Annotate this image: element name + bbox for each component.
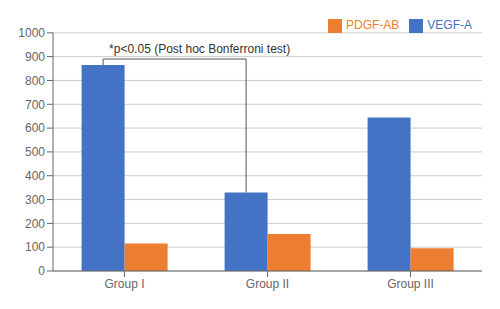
svg-text:900: 900 bbox=[25, 50, 45, 64]
svg-text:700: 700 bbox=[25, 98, 45, 112]
html-text:PDGF-AB: PDGF-AB bbox=[346, 18, 400, 32]
svg-text:0: 0 bbox=[38, 264, 45, 278]
svg-text:600: 600 bbox=[25, 121, 45, 135]
svg-text:300: 300 bbox=[25, 193, 45, 207]
svg-text:500: 500 bbox=[25, 145, 45, 159]
svg-text:Group II: Group II bbox=[246, 277, 289, 291]
svg-text:200: 200 bbox=[25, 217, 45, 231]
svg-text:100: 100 bbox=[25, 240, 45, 254]
svg-text:Group I: Group I bbox=[104, 277, 144, 291]
svg-text:400: 400 bbox=[25, 169, 45, 183]
svg-text:1000: 1000 bbox=[18, 26, 45, 40]
svg-text:800: 800 bbox=[25, 74, 45, 88]
html-text:VEGF-A: VEGF-A bbox=[427, 18, 472, 32]
svg-text:*p<0.05 (Post hoc Bonferroni t: *p<0.05 (Post hoc Bonferroni test) bbox=[109, 42, 290, 56]
svg-text:Group III: Group III bbox=[387, 277, 434, 291]
